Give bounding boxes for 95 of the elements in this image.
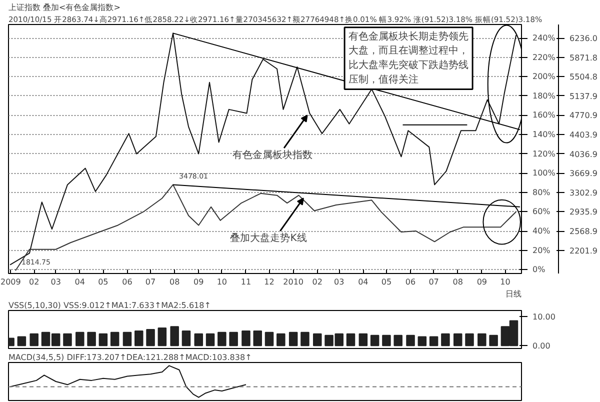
x-tick-label: 10 (500, 278, 510, 286)
chart-title: 上证指数 叠加<有色金属指数> (8, 3, 120, 12)
line-series (14, 184, 517, 272)
bar (382, 334, 391, 346)
bar (134, 330, 144, 346)
annotation: 有色金属板块长期走势领先大盘，而且在调整过程中，比大盘率先突破下跌趋势线压制，值得关注 (348, 30, 469, 86)
bar (465, 333, 474, 346)
bar (218, 332, 226, 346)
bar (253, 330, 262, 346)
bar (406, 334, 415, 346)
x-tick-label: 05 (98, 278, 108, 286)
bar (30, 333, 38, 346)
line-series (10, 32, 517, 266)
y-tick-label: 10.00 (532, 312, 556, 322)
bar (17, 336, 26, 346)
y-tick-label: 80% (532, 188, 551, 197)
text: 日线 (506, 290, 522, 298)
x-tick-label: 06 (405, 278, 416, 286)
bar (158, 328, 167, 346)
bar (87, 332, 96, 346)
x-tick-label: 02 (312, 278, 322, 286)
x-tick-label: 06 (122, 278, 132, 286)
y-tick-label: 40% (532, 226, 551, 236)
bar (182, 330, 191, 346)
bar (276, 333, 286, 346)
bar (478, 333, 486, 346)
bar (358, 333, 368, 346)
y-tick-label: 160% (532, 110, 556, 120)
bar (370, 334, 380, 346)
y2-tick-label: 2935.9 (570, 208, 598, 217)
y2-tick-label: 5137.9 (570, 92, 598, 101)
y2-tick-label: 4036.9 (570, 150, 598, 159)
y2-tick-label: 3302.9 (570, 188, 598, 198)
bar (346, 333, 356, 346)
bar (76, 332, 84, 346)
bar (122, 332, 132, 346)
y-tick-label: 120% (532, 149, 556, 158)
bar (242, 330, 250, 346)
y-tick-label: 0% (532, 265, 546, 274)
bar (300, 332, 310, 346)
annotation: 叠加大盘走势K线 (230, 232, 307, 244)
y2-tick-label: 4770.9 (570, 111, 598, 120)
bar (394, 334, 402, 346)
y-tick-label: 60% (532, 207, 551, 216)
x-tick-label: 07 (428, 278, 439, 286)
bar (489, 334, 498, 346)
y-tick-label: 220% (532, 52, 556, 62)
y2-tick-label: 5504.8 (570, 72, 598, 82)
annotation: 有色金属板块指数 (232, 148, 312, 161)
bar (264, 332, 274, 346)
bar (170, 326, 179, 346)
y2-tick-label: 5871.8 (570, 53, 598, 62)
bar (418, 336, 427, 346)
bar (229, 332, 238, 346)
x-tick-label: 04 (74, 278, 85, 286)
x-tick-label: 05 (381, 278, 392, 286)
y2-tick-label: 3669.9 (570, 169, 598, 178)
x-tick-label: 09 (194, 278, 204, 286)
bar (288, 332, 298, 346)
bar (429, 336, 438, 346)
bar (146, 329, 155, 346)
bar (441, 333, 450, 346)
bar (453, 333, 462, 346)
x-tick-label: 10 (216, 278, 228, 286)
chart-title: MACD(34,5,5) DIFF:173.207↑DEA:121.288↑MACD:103.838↑ (8, 353, 252, 362)
x-tick-label: 08 (452, 278, 463, 286)
y2-tick-label: 2568.9 (570, 227, 598, 236)
y2-tick-label: 2201.9 (570, 246, 598, 256)
y2-tick-label: 4403.9 (570, 130, 598, 140)
x-tick-label: 2009 (0, 278, 21, 286)
bar (98, 333, 108, 346)
bar (206, 333, 215, 346)
bar (194, 333, 204, 346)
bar (63, 333, 72, 346)
x-tick-label: 04 (358, 278, 368, 286)
bar (313, 333, 322, 346)
x-tick-label: 07 (145, 278, 156, 286)
x-tick-label: 08 (169, 278, 180, 286)
y-tick-label: 240% (532, 34, 556, 43)
x-tick-label: 2010 (283, 278, 304, 286)
y-tick-label: 200% (532, 72, 556, 82)
bar (110, 332, 120, 346)
y-tick-label: 180% (532, 91, 556, 100)
x-tick-label: 03 (334, 278, 344, 286)
y-tick-label: 20% (532, 246, 551, 255)
x-tick-label: 09 (476, 278, 488, 286)
x-tick-label: 02 (29, 278, 40, 286)
y-tick-label: 0.00 (532, 342, 550, 351)
y2-tick-label: 6236.0 (570, 34, 598, 44)
y-tick-label: 100% (532, 168, 556, 178)
x-tick-label: 11 (240, 278, 252, 286)
x-tick-label: 12 (264, 278, 274, 286)
chart-title: VSS(5,10,30) VSS:9.012↑MA1:7.633↑MA2:5.618↑ (8, 301, 211, 310)
y-tick-label: 140% (532, 130, 556, 140)
x-tick-label: 03 (50, 278, 61, 286)
